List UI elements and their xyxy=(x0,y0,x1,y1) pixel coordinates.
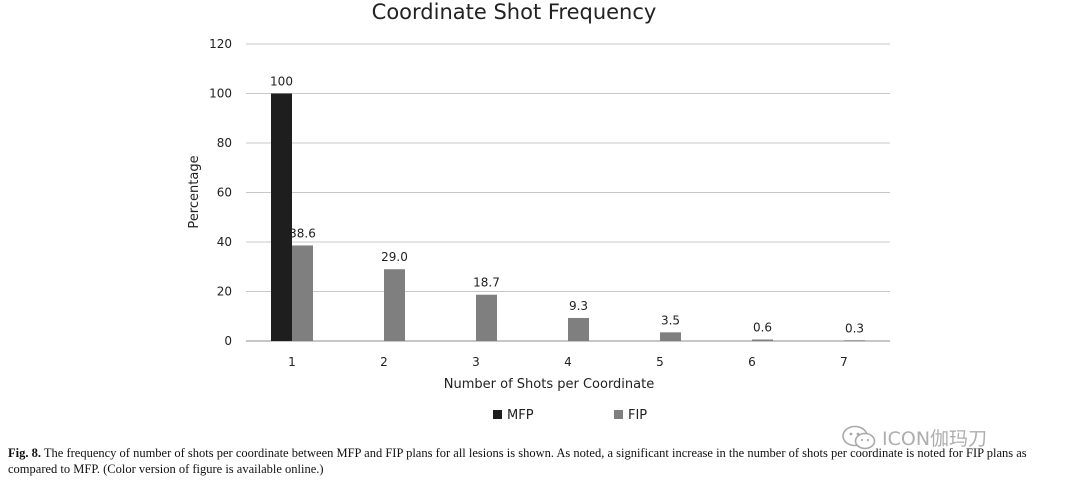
wechat-icon xyxy=(842,425,876,449)
x-tick-label: 1 xyxy=(288,355,296,369)
y-tick-label: 120 xyxy=(209,37,232,51)
bar-fip-4 xyxy=(568,317,589,341)
y-tick-label: 60 xyxy=(217,186,232,200)
data-label-fip-1: 38.6 xyxy=(289,226,316,240)
x-axis-title: Number of Shots per Coordinate xyxy=(444,377,654,392)
x-tick-label: 4 xyxy=(564,355,572,369)
legend-label-mfp: MFP xyxy=(507,408,534,423)
gridlines xyxy=(246,43,890,342)
bar-fip-7 xyxy=(844,340,865,341)
bar-fip-1 xyxy=(292,245,313,341)
data-label-fip-5: 3.5 xyxy=(661,313,680,327)
x-tick-label: 3 xyxy=(472,355,480,369)
y-tick-label: 100 xyxy=(209,87,232,101)
data-labels: 100 38.6 29.0 18.7 9.3 3.5 0.6 0.3 xyxy=(270,75,864,336)
data-label-fip-7: 0.3 xyxy=(845,321,864,335)
chart-title: Coordinate Shot Frequency xyxy=(372,0,657,24)
bar-mfp-1 xyxy=(271,93,292,341)
bar-fip-6 xyxy=(752,339,773,341)
data-label-fip-2: 29.0 xyxy=(381,250,408,264)
y-tick-label: 20 xyxy=(217,285,232,299)
legend-swatch-mfp xyxy=(493,410,502,419)
legend-swatch-fip xyxy=(614,410,623,419)
x-tick-label: 6 xyxy=(748,355,756,369)
legend-label-fip: FIP xyxy=(628,408,647,423)
legend: MFP FIP xyxy=(493,408,647,423)
bars xyxy=(271,93,865,341)
data-label-fip-6: 0.6 xyxy=(753,321,772,335)
data-label-fip-4: 9.3 xyxy=(569,299,588,313)
tick-labels: 0 20 40 60 80 100 120 1 2 3 4 5 6 7 xyxy=(209,37,848,369)
x-tick-label: 5 xyxy=(656,355,664,369)
y-tick-label: 0 xyxy=(224,334,232,348)
watermark-text: ICON伽玛刀 xyxy=(882,428,988,450)
y-axis-title: Percentage xyxy=(187,155,202,228)
bar-fip-5 xyxy=(660,332,681,341)
y-tick-label: 80 xyxy=(217,136,232,150)
chart: Coordinate Shot Frequency 100 38.6 29.0 18.… xyxy=(187,0,890,423)
watermark: ICON伽玛刀 xyxy=(842,424,987,451)
figure-label: Fig. 8. xyxy=(8,446,41,460)
data-label-fip-3: 18.7 xyxy=(473,276,500,290)
data-label-mfp-1: 100 xyxy=(270,75,293,89)
y-tick-label: 40 xyxy=(217,235,232,249)
bar-fip-2 xyxy=(384,269,405,341)
caption-text: The frequency of number of shots per coo… xyxy=(8,446,1027,476)
bar-fip-3 xyxy=(476,294,497,341)
x-tick-label: 7 xyxy=(840,355,848,369)
x-tick-label: 2 xyxy=(380,355,388,369)
figure-caption: Fig. 8. The frequency of number of shots… xyxy=(8,445,1072,477)
